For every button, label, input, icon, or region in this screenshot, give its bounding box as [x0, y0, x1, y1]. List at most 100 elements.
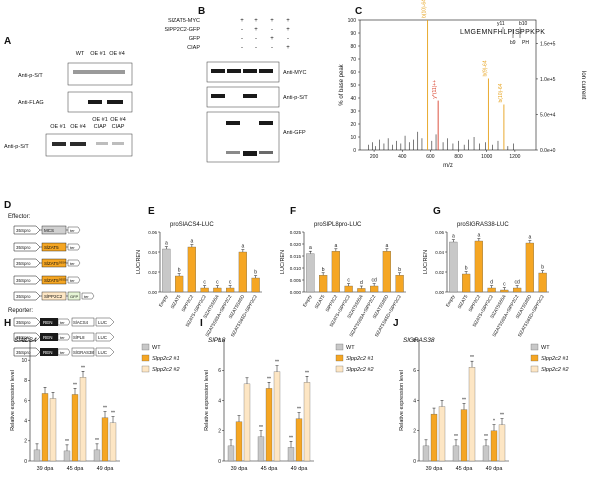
panel-a-col-label: WT	[76, 51, 85, 57]
terminator-label: ter	[70, 278, 75, 283]
terminator-arrow	[57, 318, 71, 326]
x-tick-label: SlPP2C2	[325, 294, 339, 313]
bar	[438, 406, 446, 462]
promoter-arrow	[13, 332, 41, 342]
luc-label: LUC	[98, 320, 108, 325]
significance-stars: **	[289, 435, 293, 441]
significance-letter: c	[216, 280, 219, 286]
panel-c-sequence: LMGEMNFHLPISPPKPK	[460, 29, 545, 36]
x-tick-label: SlPP2C2	[181, 294, 195, 313]
panel-c-ytick-label: 100	[348, 18, 357, 24]
significance-letter: a	[385, 243, 388, 249]
bar	[500, 289, 509, 293]
y-tick-label: 0.00	[435, 290, 444, 295]
promoter-label: 35Spro	[16, 320, 31, 325]
x-tick-label: SlPP2C2	[468, 294, 482, 313]
significance-letter: c	[203, 280, 206, 286]
panel-b-condition-label: GFP	[189, 36, 201, 42]
significance-letter: cd	[371, 278, 377, 284]
panel-c-ytick-label: 90	[350, 31, 356, 37]
ren-box	[40, 333, 58, 341]
significance-letter: b	[465, 266, 468, 272]
bar	[344, 285, 353, 293]
bar	[243, 383, 251, 462]
panel-b-mark: +	[286, 27, 290, 33]
bar	[490, 430, 498, 462]
panel-c-seq-annot: b9	[510, 40, 516, 46]
panel-c-ytick-label: 10	[350, 135, 356, 141]
significance-letter: d	[360, 280, 363, 286]
panel-a-row-label: Anti-p-S/T	[18, 73, 43, 79]
panel-e-title: proSlACS4-LUC	[170, 222, 214, 228]
bar	[357, 288, 366, 293]
panel-b-condition-label: CIAP	[187, 45, 200, 51]
bar	[227, 445, 235, 462]
panel-a-band-faint	[96, 142, 108, 145]
bar	[382, 251, 391, 293]
significance-letter: c	[503, 282, 506, 288]
bar	[213, 287, 222, 293]
panel-b-row-label: Anti-GFP	[283, 130, 306, 136]
panel-b-band	[211, 94, 225, 98]
panel-b-mark: +	[254, 18, 258, 24]
panel-a-band	[88, 100, 102, 104]
panel-c-xtick-label: 1200	[509, 154, 520, 160]
panel-c-seq-annot: PH	[522, 40, 529, 46]
ren-box	[40, 348, 58, 356]
x-tick-label: Empty	[445, 293, 456, 307]
legend-swatch	[530, 343, 539, 351]
x-tick-label: SlZAT5	[457, 294, 469, 310]
y-tick-label: 6	[413, 368, 416, 374]
panel-c-y2tick-label: 1.5e+5	[540, 41, 556, 47]
terminator-label: ter	[60, 350, 65, 355]
panel-b-mark: -	[271, 27, 273, 33]
bar	[474, 240, 483, 293]
panel-a-band-faint	[112, 142, 124, 145]
significance-stars: **	[305, 370, 309, 376]
y-tick-label: 0.000	[290, 290, 302, 295]
gene-label: SlZAT5S65D	[44, 278, 67, 284]
panel-b-mark: +	[240, 18, 244, 24]
x-tick-label: 49 dpa	[291, 466, 309, 472]
legend-label: Slpp2c2 #2	[346, 367, 374, 373]
legend-label: WT	[541, 345, 550, 351]
panel-c-seq-annot: y11	[497, 21, 505, 27]
terminator-arrow	[81, 292, 95, 300]
y-tick-label: 4	[413, 398, 416, 404]
bar	[235, 421, 243, 462]
luc-box	[95, 317, 115, 327]
y-tick-label: 0.02	[148, 270, 157, 275]
panel-c-xlabel: m/z	[443, 163, 453, 169]
target-promoter-label: SlPL8	[73, 335, 85, 340]
panel-a-col-label: OE #4	[109, 51, 125, 57]
panel-b-band	[211, 69, 225, 73]
panel-letter-j: J	[393, 318, 399, 329]
panel-a-band-faint	[73, 70, 125, 74]
bar	[303, 382, 311, 462]
bar	[162, 248, 171, 293]
x-tick-label: 45 dpa	[67, 466, 85, 472]
y-tick-label: 0	[24, 459, 27, 465]
x-tick-label: SlZAT5	[314, 294, 326, 310]
significance-letter: a	[452, 234, 455, 240]
legend-label: WT	[346, 345, 355, 351]
bar	[200, 287, 209, 293]
panel-c-y2label: Ion current	[580, 71, 586, 100]
y-axis-label: LUC/REN	[423, 250, 429, 274]
panel-c-peak-label: b(10)-64	[498, 83, 504, 102]
legend-swatch	[335, 343, 344, 351]
panel-a-col-label: CIAP	[112, 124, 125, 130]
significance-letter: b	[254, 270, 257, 276]
significance-letter: a	[241, 244, 244, 250]
bar	[319, 275, 328, 293]
significance-stars: **	[454, 434, 458, 440]
promoter-arrow	[13, 242, 41, 252]
promoter-label: 35Spro	[16, 294, 31, 299]
legend-swatch	[335, 365, 344, 373]
legend-label: Slpp2c2 #2	[152, 367, 180, 373]
panel-g-title: proSlGRAS38-LUC	[457, 222, 509, 228]
y-tick-label: 6	[24, 398, 27, 404]
panel-c-ytick-label: 80	[350, 44, 356, 50]
panel-c-y2tick-label: 5.0e+4	[540, 112, 556, 118]
terminator-arrow	[67, 226, 81, 234]
